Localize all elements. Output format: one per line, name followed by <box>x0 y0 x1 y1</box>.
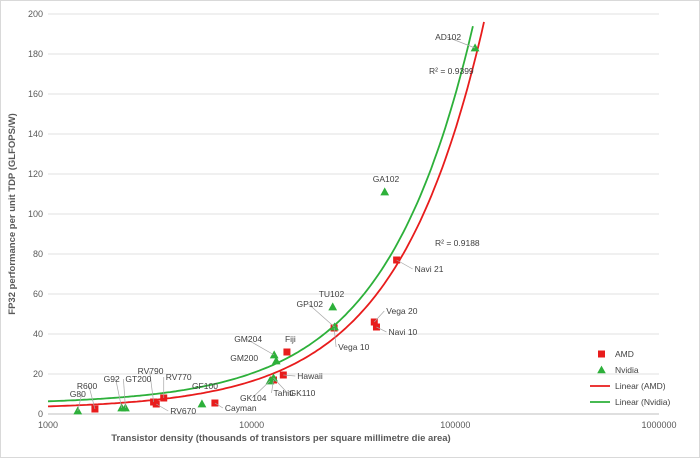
data-label-fiji: Fiji <box>285 334 296 344</box>
legend-swatch-amd <box>598 350 605 358</box>
leader-line <box>283 374 296 377</box>
y-tick-label: 200 <box>28 9 43 19</box>
leader-line <box>396 259 413 270</box>
legend-label-linear-nvidia: Linear (Nvidia) <box>615 397 670 407</box>
leader-line <box>333 327 337 348</box>
r-squared-label: R² = 0.9399 <box>429 66 474 76</box>
leader-line <box>273 377 288 394</box>
gridlines <box>48 13 659 375</box>
leader-line <box>376 326 387 333</box>
trendline-linear-nvidia <box>47 25 474 403</box>
point-gk110 <box>269 373 278 382</box>
point-gm200 <box>271 356 281 365</box>
data-label-rv770: RV770 <box>166 372 192 382</box>
y-axis-title: FP32 performance per unit TDP (GLFOPS/W) <box>7 113 18 314</box>
data-label-navi-21: Navi 21 <box>415 264 444 274</box>
x-tick-label: 10000 <box>239 420 264 430</box>
leader-line <box>246 338 275 356</box>
x-axis-title: Transistor density (thousands of transis… <box>111 433 450 444</box>
point-tu102 <box>328 302 338 311</box>
data-label-gm200: GM200 <box>230 353 258 363</box>
legend-label-nvidia: Nvidia <box>615 365 639 375</box>
leader-line <box>88 385 96 410</box>
data-label-rv670: RV670 <box>170 406 196 416</box>
data-label-vega-20: Vega 20 <box>386 306 417 316</box>
point-gp102 <box>330 322 339 331</box>
y-tick-label: 0 <box>38 409 43 419</box>
r-squared-label: R² = 0.9188 <box>435 238 480 248</box>
data-label-cayman: Cayman <box>225 403 257 413</box>
data-label-rv790: RV790 <box>138 366 164 376</box>
y-tick-label: 140 <box>28 129 43 139</box>
data-label-gt200: GT200 <box>125 374 151 384</box>
leader-line <box>123 378 126 409</box>
data-label-hawaii: Hawaii <box>297 371 323 381</box>
leader-line <box>251 380 271 399</box>
point-gf100 <box>197 399 207 408</box>
y-tick-label: 120 <box>28 169 43 179</box>
data-label-navi-10: Navi 10 <box>388 327 417 337</box>
data-label-gk110: GK110 <box>290 388 316 398</box>
leader-line <box>156 403 169 412</box>
data-label-ga102: GA102 <box>373 174 400 184</box>
leader-line <box>446 36 476 49</box>
data-label-tahiti: Tahiti <box>274 388 294 398</box>
legend-label-linear-amd: Linear (AMD) <box>615 381 666 391</box>
data-label-gk104: GK104 <box>240 393 267 403</box>
data-label-gf100: GF100 <box>192 381 218 391</box>
point-ad102 <box>470 43 480 52</box>
leader-line <box>308 303 335 328</box>
data-label-gm204: GM204 <box>234 334 262 344</box>
leader-line <box>214 402 224 409</box>
data-label-r600: R600 <box>77 381 98 391</box>
y-tick-label: 60 <box>33 289 43 299</box>
x-tick-label: 1000 <box>38 420 58 430</box>
leader-line <box>77 393 83 412</box>
data-label-g92: G92 <box>104 374 120 384</box>
leader-line <box>271 379 274 394</box>
y-tick-label: 100 <box>28 209 43 219</box>
y-tick-label: 160 <box>28 89 43 99</box>
point-fiji <box>283 348 291 356</box>
data-label-tu102: TU102 <box>319 289 345 299</box>
leader-line <box>374 310 385 323</box>
axes: 0 20 40 60 80 100 120 140 160 180 200 1000 10000 1000… <box>28 9 677 430</box>
legend-swatch-nvidia <box>597 365 606 374</box>
leader-line <box>115 378 123 409</box>
data-label-gp102: GP102 <box>296 299 323 309</box>
point-gm204 <box>269 350 279 359</box>
legend-label-amd: AMD <box>615 349 634 359</box>
data-label-vega-10: Vega 10 <box>338 342 369 352</box>
legend: AMD Nvidia Linear (AMD) Linear (Nvidia) <box>590 349 670 407</box>
x-tick-label: 1000000 <box>641 420 676 430</box>
y-tick-label: 80 <box>33 249 43 259</box>
y-tick-label: 180 <box>28 49 43 59</box>
data-labels: R² = 0.9188 R² = 0.9399 R600 RV670 RV790RV77… <box>70 32 480 416</box>
leader-line <box>149 370 154 403</box>
y-tick-label: 40 <box>33 329 43 339</box>
data-label-g80: G80 <box>70 389 86 399</box>
point-ga102 <box>380 187 390 196</box>
data-points <box>73 43 480 415</box>
y-tick-label: 20 <box>33 369 43 379</box>
x-tick-label: 100000 <box>440 420 470 430</box>
data-label-ad102: AD102 <box>435 32 461 42</box>
